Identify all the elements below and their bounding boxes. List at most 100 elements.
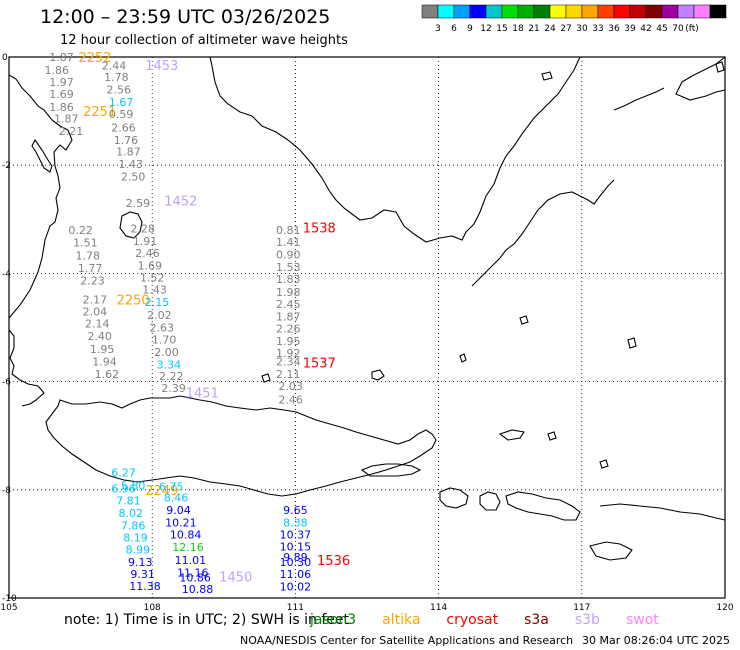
satellite-swot: swot — [625, 612, 659, 628]
wave-height-value: 1.43 — [118, 158, 143, 171]
map-frame — [8, 56, 726, 599]
wave-height-value: 7.81 — [116, 495, 141, 508]
pass-time-label: 1451 — [186, 386, 219, 401]
coastline-sulawesi-3 — [613, 87, 665, 111]
pass-time-label: 1538 — [303, 221, 336, 236]
wave-height-value: 1.70 — [152, 333, 177, 346]
wave-height-value: 2.03 — [278, 380, 303, 393]
colorbar-tick-label: 36 — [608, 24, 620, 34]
pass-time-label: 2249 — [145, 484, 178, 499]
wave-height-value: 11.38 — [129, 580, 161, 593]
y-tick-label: -8 — [2, 486, 11, 496]
wave-height-value: 2.22 — [159, 370, 184, 383]
footer-note: note: 1) Time is in UTC; 2) SWH is in fe… — [64, 612, 350, 628]
pass-time-label: 2252 — [78, 51, 111, 66]
wave-height-value: 1.78 — [104, 71, 129, 84]
wave-height-value: 2.46 — [278, 393, 303, 406]
wave-height-value: 10.37 — [280, 529, 312, 542]
coastline-bawean — [371, 369, 385, 381]
chart-title: 12:00 – 23:59 UTC 03/26/2025 — [40, 6, 331, 28]
coastlines — [8, 56, 726, 561]
wave-height-value: 2.50 — [121, 171, 146, 184]
pass-time-label: 1536 — [317, 554, 350, 569]
x-tick-label: 105 — [0, 603, 17, 613]
wave-height-value: 6.27 — [111, 466, 136, 479]
wave-height-value: 1.87 — [116, 146, 141, 159]
pass-time-label: 1537 — [303, 357, 336, 372]
wave-height-value: 1.76 — [114, 134, 139, 147]
coastline-islet-2 — [459, 353, 467, 363]
wave-height-value: 6.96 — [111, 483, 136, 496]
wave-height-value: 1.86 — [44, 64, 69, 77]
wave-height-value: 7.86 — [121, 520, 146, 533]
axis-tick-labels: 105 108 111 114 117 120 0 -2 -4 -6 -8 -10 — [0, 53, 733, 613]
wave-height-value: 0.90 — [276, 248, 301, 261]
wave-height-value: 1.51 — [73, 237, 98, 250]
wave-height-value: 8.46 — [164, 491, 189, 504]
coastline-java — [45, 395, 437, 497]
wave-height-value: 1.83 — [276, 273, 301, 286]
wave-height-value: 1.95 — [276, 335, 301, 348]
wave-height-value: 1.53 — [276, 261, 301, 274]
wave-height-value: 2.59 — [126, 197, 151, 210]
y-tick-label: -6 — [2, 378, 11, 388]
coastline-bangka — [31, 138, 53, 173]
wave-height-value: 10.15 — [280, 541, 312, 554]
coastline-borneo — [209, 56, 581, 243]
wave-height-value: 1.87 — [54, 113, 79, 126]
coastline-sumba — [589, 541, 633, 561]
colorbar-tick-label: 18 — [512, 24, 524, 34]
coastline-islet-3 — [519, 315, 529, 325]
wave-height-value: 1.43 — [142, 284, 167, 297]
pass-time-label: 1450 — [219, 570, 252, 585]
wave-height-value: 1.94 — [92, 356, 117, 369]
coastline-sulawesi — [675, 56, 726, 101]
coastline-flores — [599, 503, 726, 521]
colorbar-swatch — [709, 4, 727, 19]
coastline-sumatra — [8, 74, 73, 319]
coastline-islet-6 — [715, 61, 725, 73]
coastline-sumatra-2 — [8, 329, 45, 407]
wave-height-value: 2.44 — [102, 60, 127, 73]
colorbar-unit: (ft) — [685, 24, 699, 34]
satellite-altika: altika — [382, 612, 421, 628]
wave-height-value: 11.01 — [175, 554, 207, 567]
wave-height-value: 1.67 — [109, 96, 134, 109]
wave-height-value: 9.04 — [166, 504, 191, 517]
colorbar-tick-label: 27 — [560, 24, 571, 34]
pass-time-label: 1452 — [164, 194, 197, 209]
y-tick-label: 0 — [2, 53, 8, 63]
wave-height-value: 10.21 — [165, 516, 197, 529]
coastline-sulawesi-2 — [471, 179, 615, 287]
wave-height-value: 1.69 — [49, 88, 74, 101]
wave-height-value: 1.78 — [76, 250, 101, 263]
wave-height-value: 1.87 — [49, 51, 74, 64]
wave-height-value: 2.02 — [147, 309, 172, 322]
wave-height-value: 10.84 — [170, 529, 202, 542]
colorbar-tick-label: 45 — [656, 24, 667, 34]
wave-height-value: 9.89 — [283, 551, 308, 564]
wave-height-value: 1.62 — [95, 368, 120, 381]
wave-height-value: 2.11 — [276, 368, 301, 381]
satellite-legend: jason3 altika cryosat s3a s3b swot — [310, 612, 685, 628]
wave-height-value: 2.00 — [154, 346, 179, 359]
wave-height-value: 0.22 — [68, 224, 93, 237]
wave-height-value: 8.99 — [126, 543, 151, 556]
wave-height-value: 10.86 — [179, 571, 211, 584]
map-gridlines — [9, 57, 725, 598]
colorbar-tick-label: 21 — [528, 24, 539, 34]
wave-height-value: 1.77 — [78, 262, 103, 275]
wave-height-value: 1.91 — [133, 235, 158, 248]
color-scale-legend: 3 6 9 12 15 18 21 24 27 30 33 36 39 42 45 70 (ft) — [421, 4, 727, 34]
coastline-islet-1 — [547, 431, 557, 441]
wave-height-value: 10.88 — [182, 583, 214, 596]
wave-height-value: 1.86 — [49, 101, 74, 114]
wave-height-value: 1.92 — [276, 347, 301, 360]
coastline-islet-7 — [541, 71, 553, 81]
wave-height-value: 0.59 — [109, 108, 134, 121]
pass-time-label: 2251 — [83, 105, 116, 120]
colorbar-tick-label: 6 — [451, 24, 457, 34]
wave-height-value: 8.02 — [118, 507, 143, 520]
colorbar-tick-label: 24 — [544, 24, 556, 34]
satellite-s3a: s3a — [524, 612, 549, 628]
